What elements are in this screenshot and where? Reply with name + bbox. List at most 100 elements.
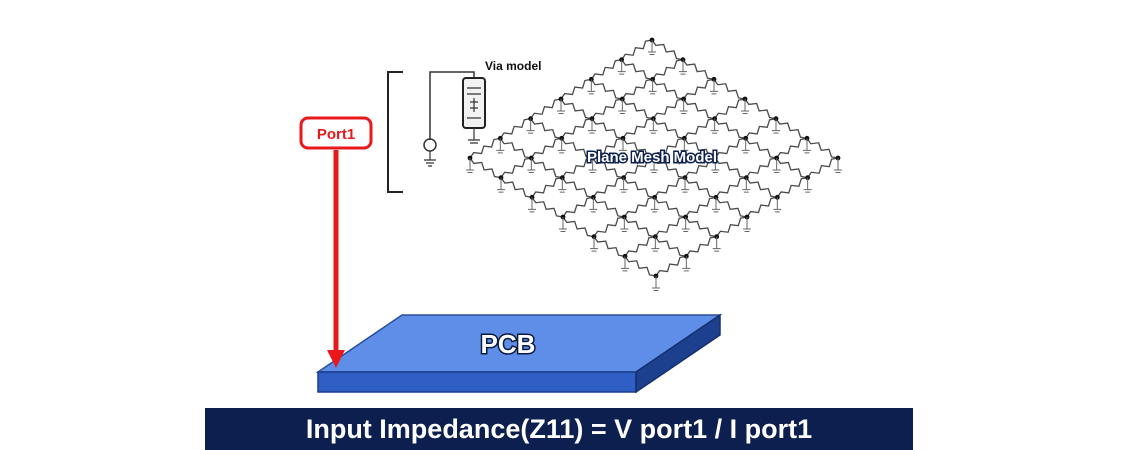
ground-icon	[680, 138, 689, 154]
ground-icon	[650, 158, 658, 173]
mesh-segment	[623, 216, 656, 238]
pcb-label: PCB	[481, 329, 536, 359]
ground-icon	[743, 217, 751, 232]
mesh-segment	[621, 59, 653, 80]
mesh-segment	[562, 196, 594, 218]
mesh-segment	[714, 118, 746, 139]
ground-icon	[587, 79, 596, 95]
ground-icon	[619, 177, 628, 193]
ground-icon	[617, 59, 626, 75]
pcb-front-face	[317, 371, 637, 393]
ground-icon	[773, 197, 782, 213]
ground-icon	[772, 158, 781, 173]
ground-icon	[527, 158, 536, 173]
mesh-segment	[531, 196, 564, 218]
mesh-segment	[775, 118, 808, 139]
mesh-node	[680, 57, 686, 63]
ground-icon	[588, 118, 596, 134]
mesh-segment	[590, 78, 623, 100]
mesh-segment	[500, 157, 532, 179]
ground-icon	[681, 217, 690, 232]
mesh-segment	[715, 196, 748, 218]
mesh-segment	[622, 118, 654, 139]
mesh-segment	[655, 255, 687, 277]
mesh-segment	[561, 118, 593, 139]
mesh-segment	[623, 177, 655, 198]
ground-icon	[648, 79, 657, 95]
ground-icon	[621, 256, 629, 272]
mesh-segment	[560, 98, 593, 120]
mesh-segment	[560, 78, 592, 100]
mesh-segment	[592, 137, 624, 159]
ground-icon	[557, 138, 566, 154]
ground-icon	[619, 138, 627, 154]
formula-banner	[205, 408, 913, 450]
ground-icon	[648, 40, 656, 55]
ground-icon	[651, 236, 660, 252]
mesh-segment	[469, 137, 501, 159]
ground-icon	[681, 177, 689, 193]
ground-icon	[559, 217, 567, 232]
ground-icon	[712, 236, 721, 252]
ground-icon	[682, 256, 691, 272]
ground-icon	[620, 217, 629, 232]
mesh-segment	[685, 236, 717, 257]
mesh-segment	[652, 118, 685, 139]
ground-icon	[497, 177, 505, 193]
formula-text: Input Impedance(Z11) = V port1 / I port1	[306, 414, 812, 444]
ground-icon	[618, 99, 627, 114]
mesh-segment	[654, 177, 686, 198]
mesh-segment	[685, 196, 717, 218]
ground-icon	[712, 197, 720, 213]
mesh-segment	[683, 118, 715, 139]
mesh-segment	[592, 157, 624, 179]
mesh-segment	[654, 216, 686, 238]
mesh-segment	[745, 137, 777, 159]
mesh-segment	[714, 157, 747, 179]
mesh-segment	[562, 216, 595, 238]
mesh-segment	[621, 39, 653, 61]
mesh-segment	[683, 137, 716, 159]
ground-icon	[528, 197, 536, 213]
mesh-segment	[806, 137, 839, 159]
mesh-label: Plane Mesh Model	[587, 149, 717, 166]
ground-icon	[742, 177, 751, 193]
ground-icon	[652, 276, 660, 291]
mesh-segment	[561, 137, 593, 159]
ground-icon	[741, 99, 749, 114]
mesh-segment	[623, 157, 655, 179]
ground-icon	[803, 177, 812, 193]
mesh-segment	[714, 137, 746, 159]
ground-icon	[590, 236, 598, 252]
ground-icon	[679, 99, 688, 114]
mesh-segment	[499, 137, 532, 159]
ground-icon	[526, 118, 535, 134]
mesh-node	[619, 57, 625, 63]
mesh-segment	[621, 98, 654, 120]
ground-icon	[557, 99, 565, 114]
mesh-segment	[531, 177, 563, 198]
mesh-segment	[714, 98, 746, 120]
mesh-segment	[652, 59, 684, 80]
mesh-segment	[530, 98, 562, 120]
mesh-segment	[683, 98, 715, 120]
mesh-segment	[593, 236, 626, 257]
ground-icon	[588, 158, 597, 173]
mesh-segment	[469, 157, 502, 179]
mesh-segment	[652, 78, 684, 100]
mesh-segment	[530, 118, 562, 139]
ground-icon	[741, 138, 750, 154]
mesh-segment	[685, 216, 717, 238]
mesh-segment	[746, 196, 778, 218]
pcb-side-face	[635, 313, 721, 394]
mesh-segment	[713, 78, 746, 100]
ground-icon	[834, 158, 842, 173]
mesh-segment	[651, 39, 684, 61]
port1: Port1	[299, 116, 373, 368]
mesh-segment	[683, 78, 715, 100]
ground-icon	[649, 118, 658, 134]
mesh-segment	[530, 157, 563, 179]
ground-icon	[496, 138, 505, 154]
mesh-segment	[716, 216, 748, 238]
